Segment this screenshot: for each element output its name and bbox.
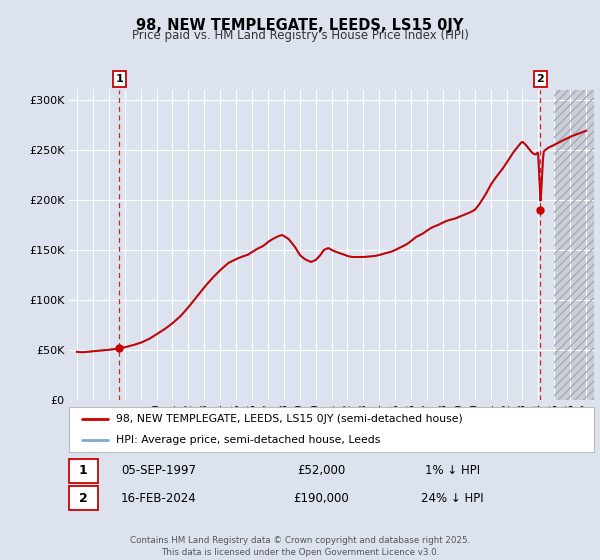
Text: Price paid vs. HM Land Registry's House Price Index (HPI): Price paid vs. HM Land Registry's House … [131,29,469,42]
Text: 24% ↓ HPI: 24% ↓ HPI [421,492,484,505]
Text: £190,000: £190,000 [293,492,349,505]
Text: 1: 1 [79,464,88,477]
Text: 98, NEW TEMPLEGATE, LEEDS, LS15 0JY (semi-detached house): 98, NEW TEMPLEGATE, LEEDS, LS15 0JY (sem… [116,414,463,424]
Text: 05-SEP-1997: 05-SEP-1997 [121,464,196,477]
Text: 16-FEB-2024: 16-FEB-2024 [121,492,196,505]
Text: 2: 2 [536,74,544,84]
Text: £52,000: £52,000 [297,464,345,477]
Text: Contains HM Land Registry data © Crown copyright and database right 2025.
This d: Contains HM Land Registry data © Crown c… [130,536,470,557]
Text: 1% ↓ HPI: 1% ↓ HPI [425,464,480,477]
Text: 98, NEW TEMPLEGATE, LEEDS, LS15 0JY: 98, NEW TEMPLEGATE, LEEDS, LS15 0JY [136,18,464,33]
Bar [69,459,98,483]
Bar [69,486,98,510]
Text: 1: 1 [116,74,124,84]
Bar [554,90,594,400]
Text: 2: 2 [79,492,88,505]
Bar [554,90,594,400]
Text: HPI: Average price, semi-detached house, Leeds: HPI: Average price, semi-detached house,… [116,435,380,445]
